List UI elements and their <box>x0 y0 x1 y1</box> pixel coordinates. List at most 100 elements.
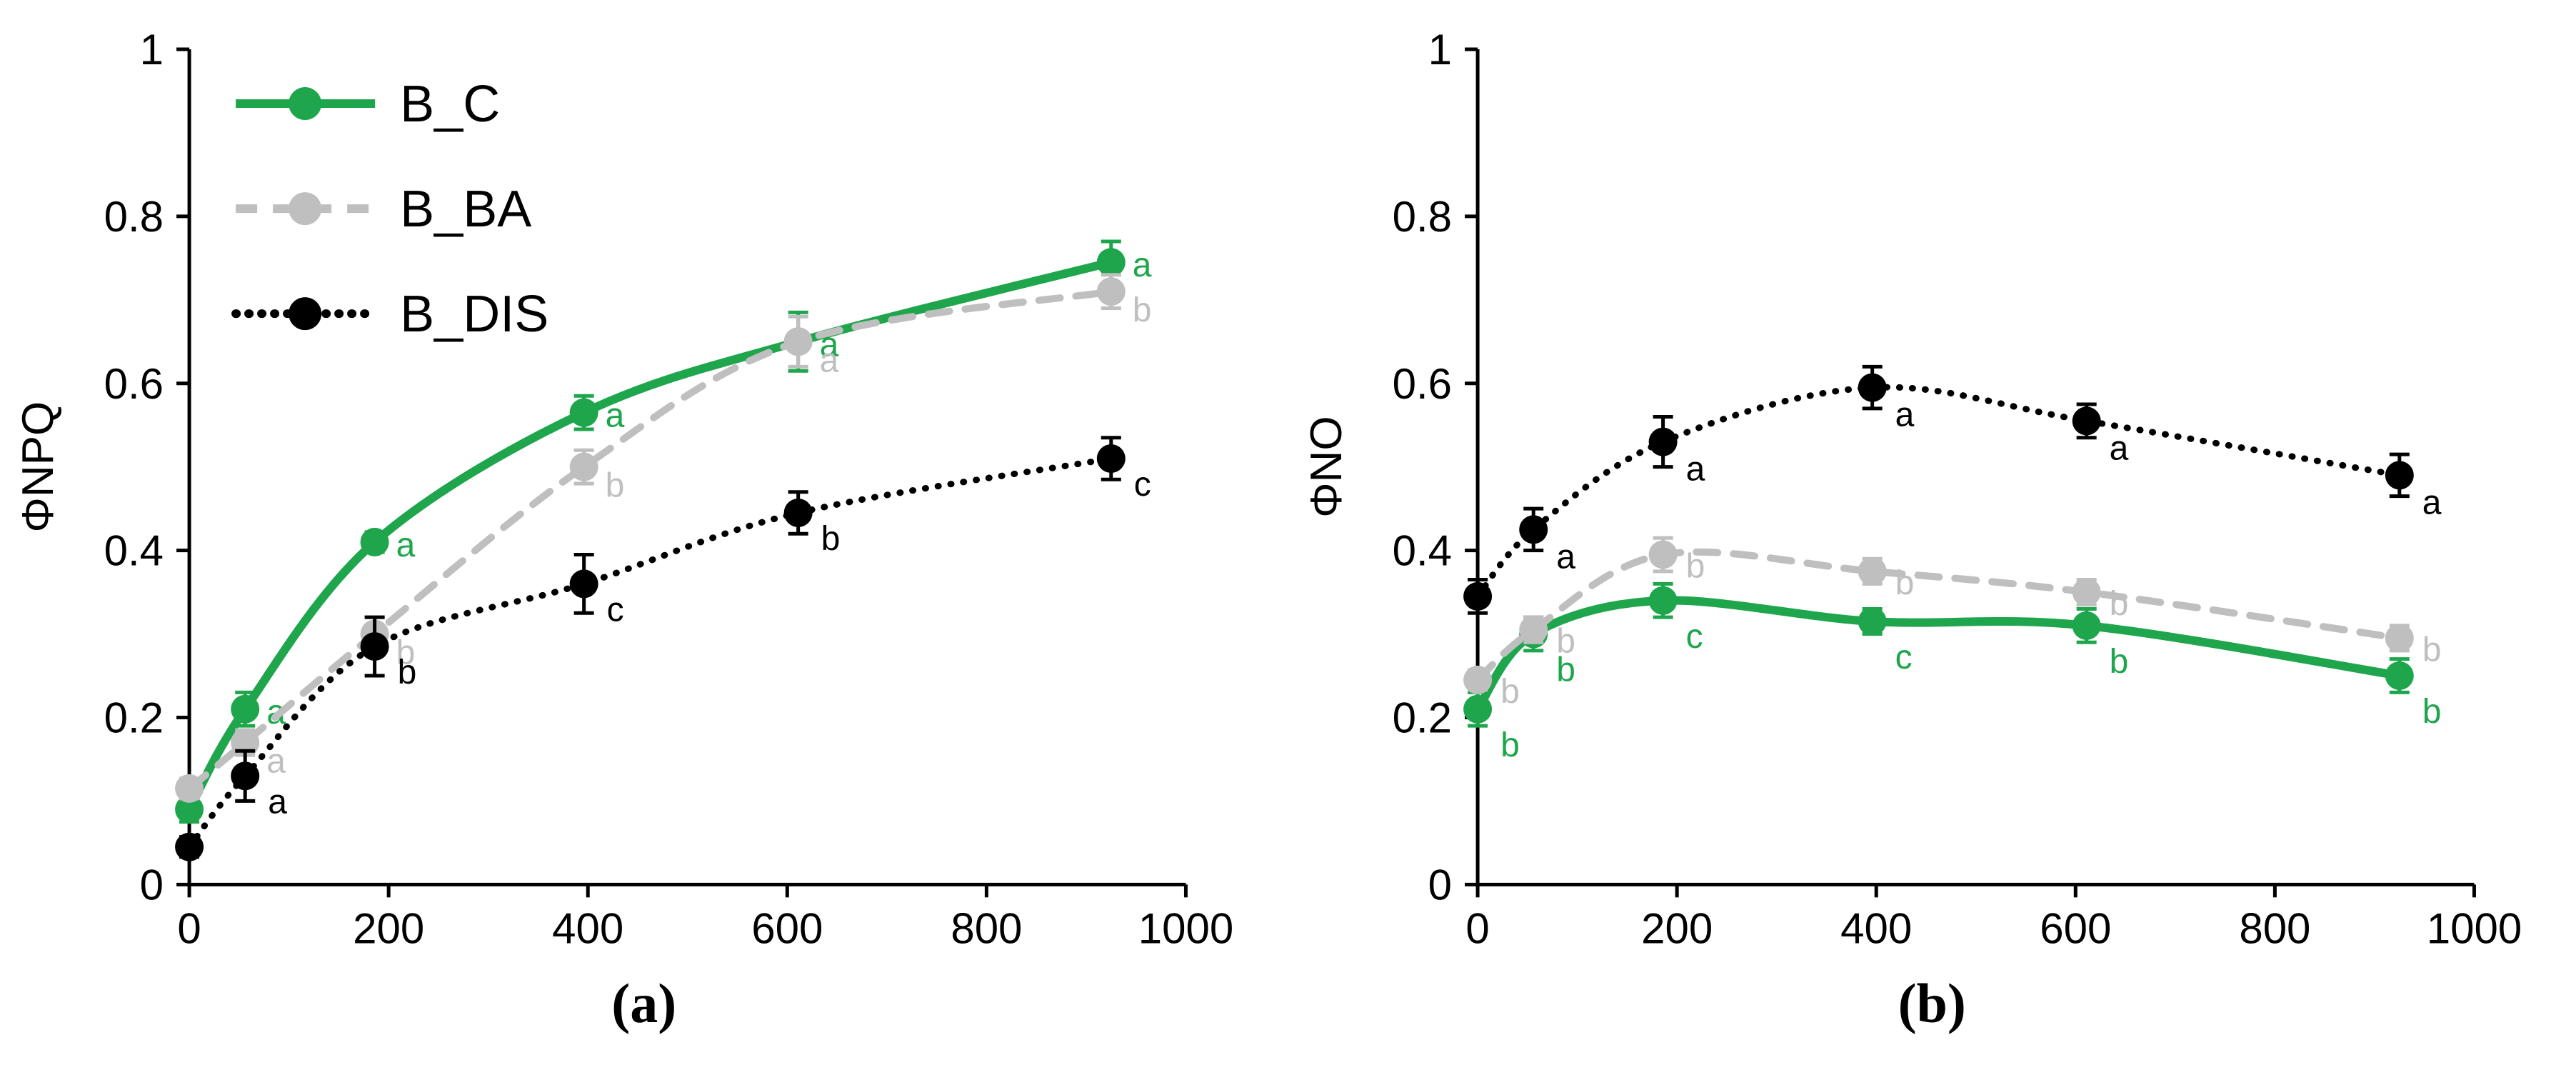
series-line <box>186 455 1115 851</box>
chart-b-plot: 0 200 400 600 800 1000 0 0.2 0.4 0.6 0.8 1 ΦNO b b c c b b… <box>1288 0 2576 950</box>
svg-text:400: 400 <box>1840 904 1912 950</box>
series-line <box>1474 384 2402 600</box>
legend-label: B_BA <box>400 181 531 238</box>
svg-text:0.6: 0.6 <box>1392 360 1451 408</box>
svg-text:600: 600 <box>2040 904 2111 950</box>
data-point-marker <box>2385 461 2414 490</box>
svg-text:1: 1 <box>1428 26 1451 74</box>
data-point-marker <box>569 398 598 427</box>
significance-letter: b <box>1133 291 1152 329</box>
data-point-marker <box>1648 427 1678 456</box>
significance-letter: c <box>1895 639 1912 676</box>
svg-text:0.6: 0.6 <box>104 360 164 408</box>
data-point-marker <box>1096 277 1126 306</box>
data-point-marker <box>2072 406 2101 436</box>
significance-letter: c <box>1685 618 1703 656</box>
significance-letter: a <box>1685 451 1705 489</box>
data-point-marker <box>1648 540 1678 569</box>
data-point-marker <box>1096 248 1126 277</box>
legend: B_C B_BA B_DIS <box>231 76 548 343</box>
svg-text:400: 400 <box>552 904 623 950</box>
svg-text:1000: 1000 <box>1138 904 1233 950</box>
significance-letter: a <box>2109 429 2128 467</box>
svg-text:0.2: 0.2 <box>1392 694 1451 741</box>
significance-letter: b <box>1895 564 1914 602</box>
data-point-marker <box>175 795 204 824</box>
panel-a: 0 200 400 600 800 1000 0 0.2 0.4 0.6 0.8 1 ΦNPQ a a a a a… <box>0 0 1288 1035</box>
svg-text:200: 200 <box>353 904 424 950</box>
data-point-marker <box>175 774 204 803</box>
chart-a-plot: 0 200 400 600 800 1000 0 0.2 0.4 0.6 0.8 1 ΦNPQ a a a a a… <box>0 0 1288 950</box>
significance-letter: a <box>820 341 839 379</box>
svg-text:1000: 1000 <box>2426 904 2521 950</box>
data-point-marker <box>2072 611 2101 640</box>
significance-letter: b <box>398 654 417 691</box>
tick-labels: 0 200 400 600 800 1000 0 0.2 0.4 0.6 0.8 1 <box>1392 26 2522 950</box>
svg-text:0: 0 <box>1465 904 1489 950</box>
data-point-marker <box>1518 515 1548 544</box>
significance-letter: a <box>268 783 287 821</box>
svg-text:0: 0 <box>177 904 201 950</box>
svg-text:0: 0 <box>140 861 164 909</box>
data-point-marker <box>783 498 813 527</box>
significance-letter: a <box>1895 396 1914 434</box>
svg-text:1: 1 <box>140 26 164 74</box>
data-point-marker <box>231 761 260 791</box>
panel-b-caption: (b) <box>1898 972 1966 1035</box>
significance-letter: b <box>1556 651 1575 689</box>
svg-text:0.4: 0.4 <box>1392 527 1451 575</box>
legend-marker-sample <box>289 87 322 121</box>
data-point-marker <box>2072 578 2101 607</box>
data-point-marker <box>569 452 598 481</box>
significance-letter: b <box>2422 693 2441 731</box>
svg-text:0.2: 0.2 <box>104 694 164 741</box>
data-point-marker <box>175 832 204 861</box>
significance-letter: b <box>1556 623 1575 661</box>
chart-a-svg: 0 200 400 600 800 100000.20.40.60.81ΦNPQaaaaa… <box>14 26 1233 950</box>
significance-letter: b <box>2422 631 2441 669</box>
series-B_DIS: a a a a a <box>1463 364 2441 615</box>
data-point-marker <box>1463 694 1492 724</box>
significance-letter: a <box>606 397 625 435</box>
significance-letter: a <box>1133 246 1152 284</box>
data-point-marker <box>1858 373 1887 402</box>
significance-letter: b <box>1500 673 1520 711</box>
svg-text:0.8: 0.8 <box>104 193 164 241</box>
data-point-marker <box>2385 624 2414 653</box>
data-point-marker <box>360 527 389 556</box>
axes <box>176 47 1188 898</box>
series-B_C: a a a a a <box>175 239 1152 824</box>
svg-text:0.8: 0.8 <box>1392 193 1451 241</box>
series-line <box>185 258 1116 814</box>
significance-letter: a <box>2422 484 2441 521</box>
significance-letter: b <box>606 467 625 505</box>
legend-label: B_DIS <box>400 286 548 343</box>
significance-letter: b <box>1685 547 1705 585</box>
data-point-marker <box>1858 606 1887 636</box>
legend-label: B_C <box>400 76 500 133</box>
significance-letter: b <box>396 634 416 672</box>
panel-a-caption: (a) <box>611 972 677 1035</box>
panel-b: 0 200 400 600 800 1000 0 0.2 0.4 0.6 0.8 1 ΦNO b b c c b b… <box>1288 0 2576 1090</box>
svg-text:600: 600 <box>751 904 823 950</box>
y-axis-label: ΦNO <box>1302 416 1351 517</box>
legend-marker-sample <box>289 297 322 331</box>
significance-letter: b <box>821 520 841 558</box>
svg-text:800: 800 <box>951 904 1022 950</box>
series-line <box>186 288 1115 792</box>
data-point-marker <box>231 694 260 724</box>
significance-letter: b <box>2109 585 2128 623</box>
data-point-marker <box>1463 581 1492 611</box>
significance-letter: c <box>607 591 624 629</box>
significance-letter: b <box>1500 726 1520 764</box>
series-line <box>1473 548 2403 684</box>
data-point-marker <box>1096 444 1126 473</box>
data-point-marker <box>569 569 598 599</box>
series-B_BA: bbb bbb <box>1463 536 2441 711</box>
svg-text:0: 0 <box>1428 861 1451 909</box>
legend-marker-sample <box>289 192 322 226</box>
